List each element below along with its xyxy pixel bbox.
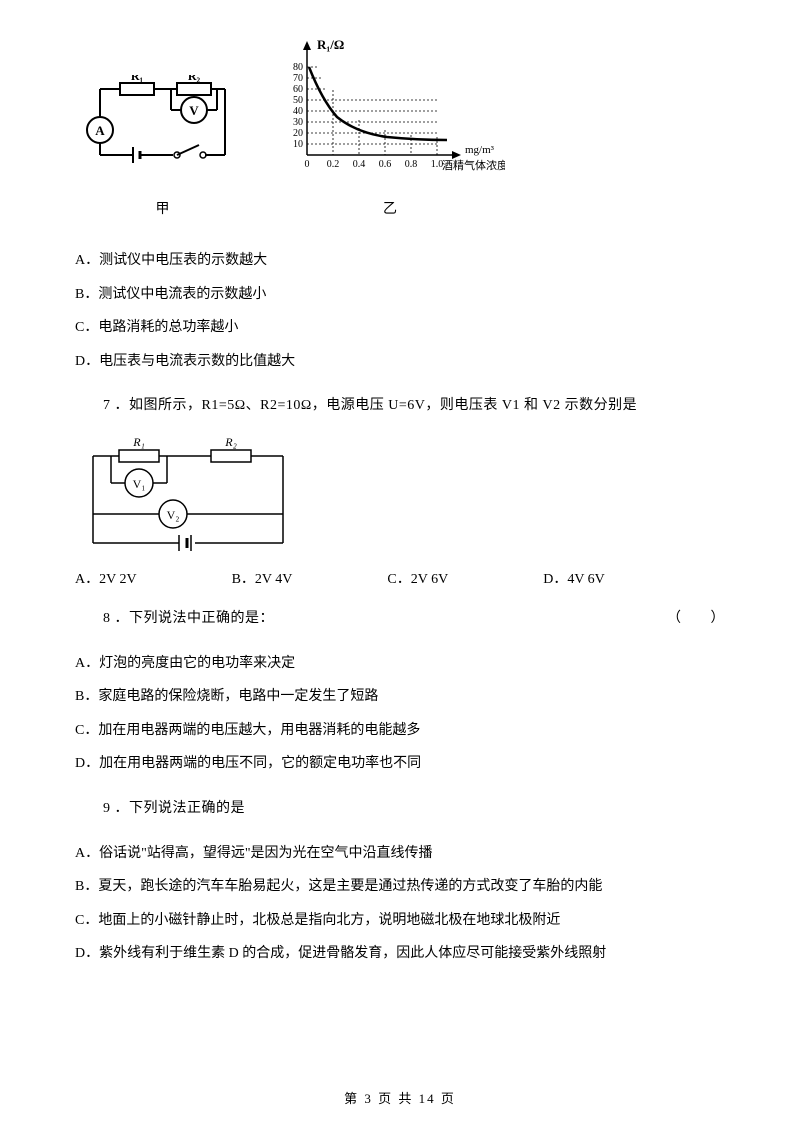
q6-option-a: A．测试仪中电压表的示数越大 [75,248,725,275]
q8-option-c: C．加在用电器两端的电压越大，用电器消耗的电能越多 [75,718,725,745]
q6-option-c: C．电路消耗的总功率越小 [75,315,725,342]
q6-option-d: D．电压表与电流表示数的比值越大 [75,349,725,376]
q8-text: 8 ．下列说法中正确的是： [103,606,274,633]
svg-text:R₁: R₁ [132,438,145,449]
svg-text:R₂: R₂ [224,438,237,449]
svg-text:80: 80 [293,62,303,73]
svg-text:10: 10 [293,139,303,150]
q6-option-b: B．测试仪中电流表的示数越小 [75,282,725,309]
q8-option-a: A．灯泡的亮度由它的电功率来决定 [75,651,725,678]
svg-text:0.4: 0.4 [353,159,366,170]
figure2-caption: 乙 [383,198,397,218]
q7-figure: R₁ R₂ V₁ V₂ [83,438,725,558]
q8-line: 8 ．下列说法中正确的是： （ ） [103,606,725,633]
svg-text:酒精气体浓度: 酒精气体浓度 [442,158,505,172]
svg-text:R₁/Ω: R₁/Ω [317,40,344,52]
svg-text:0.8: 0.8 [405,159,418,170]
figure-graph-yi: R₁/Ω 10 20 30 40 50 60 70 80 [275,40,505,218]
q9-option-c: C．地面上的小磁针静止时，北极总是指向北方，说明地磁北极在地球北极附近 [75,908,725,935]
svg-text:V₁: V₁ [133,477,146,491]
svg-text:R₂: R₂ [188,75,201,83]
q7-option-a: A．2V 2V [75,568,137,588]
svg-text:30: 30 [293,117,303,128]
circuit-diagram-svg: R₁ R₂ A V [85,75,240,190]
figure-circuit-jiA: R₁ R₂ A V [85,75,240,218]
svg-text:20: 20 [293,128,303,139]
page-footer: 第 3 页 共 14 页 [0,1088,800,1107]
q7-options: A．2V 2V B．2V 4V C．2V 6V D．4V 6V [75,568,725,588]
q7-option-d: D．4V 6V [543,568,605,588]
svg-text:V₂: V₂ [167,508,180,522]
svg-text:40: 40 [293,106,303,117]
q7-option-c: C．2V 6V [387,568,448,588]
graph-svg: R₁/Ω 10 20 30 40 50 60 70 80 [275,40,505,190]
svg-text:mg/m³: mg/m³ [465,144,495,156]
q8-option-d: D．加在用电器两端的电压不同，它的额定电功率也不同 [75,751,725,778]
q7-option-b: B．2V 4V [232,568,293,588]
svg-text:0.6: 0.6 [379,159,392,170]
q9-option-d: D．紫外线有利于维生素 D 的合成，促进骨骼发育，因此人体应尽可能接受紫外线照射 [75,941,725,968]
q9-option-a: A．俗话说"站得高，望得远"是因为光在空气中沿直线传播 [75,841,725,868]
svg-text:V: V [189,103,199,118]
q7-circuit-svg: R₁ R₂ V₁ V₂ [83,438,293,558]
q8-option-b: B．家庭电路的保险烧断，电路中一定发生了短路 [75,684,725,711]
q9-text: 9 ．下列说法正确的是 [103,796,725,823]
svg-text:R₁: R₁ [131,75,144,83]
q7-text: 7 ．如图所示，R1=5Ω、R2=10Ω，电源电压 U=6V，则电压表 V1 和… [103,393,725,420]
svg-text:A: A [95,123,105,138]
q8-paren: （ ） [667,606,725,633]
svg-text:0: 0 [305,159,310,170]
figure1-caption: 甲 [156,198,170,218]
figure-row-top: R₁ R₂ A V [85,40,725,218]
svg-text:70: 70 [293,73,303,84]
svg-text:0.2: 0.2 [327,159,340,170]
q9-option-b: B．夏天，跑长途的汽车车胎易起火，这是主要是通过热传递的方式改变了车胎的内能 [75,874,725,901]
svg-text:50: 50 [293,95,303,106]
svg-text:60: 60 [293,84,303,95]
